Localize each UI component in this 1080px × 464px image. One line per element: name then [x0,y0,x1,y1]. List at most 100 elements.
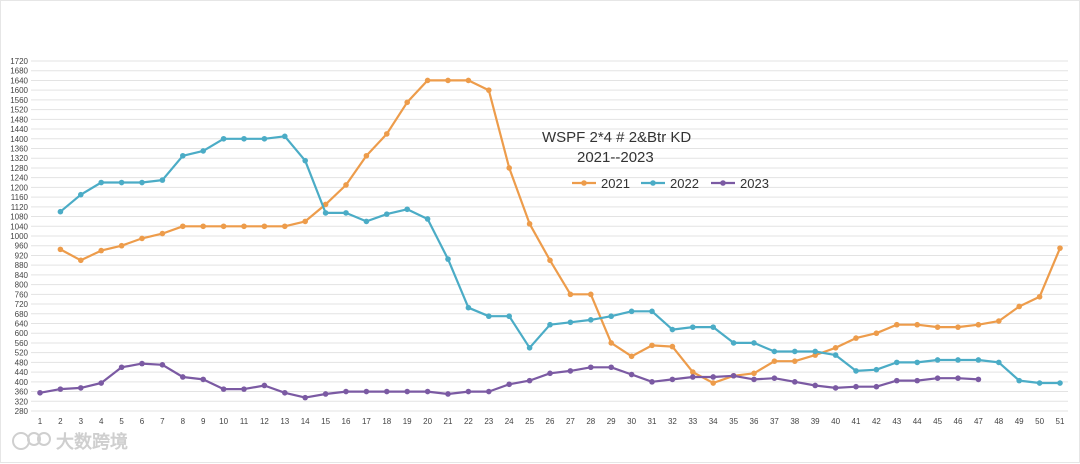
data-point [322,210,329,216]
data-point [873,330,880,337]
y-tick-label: 1240 [10,174,28,183]
x-tick-label: 41 [852,417,861,426]
legend-item-2021: 2021 [572,176,630,191]
data-point [730,340,737,346]
y-tick-label: 760 [15,290,29,299]
x-tick-label: 42 [872,417,881,426]
data-point [669,376,676,383]
data-point [261,135,268,142]
data-point [465,304,472,311]
y-tick-label: 360 [15,388,29,397]
series-group [37,77,1063,401]
data-point [1016,377,1022,384]
data-point [57,246,64,253]
data-point [445,77,451,84]
data-point [690,374,696,380]
x-tick-label: 51 [1056,417,1065,426]
data-point [220,223,227,230]
data-point [710,380,716,386]
series-2022 [57,133,1063,386]
data-point [78,191,84,198]
y-tick-label: 1480 [10,115,28,124]
data-point [873,383,880,390]
y-tick-label: 920 [15,251,29,260]
data-point [771,375,778,381]
x-tick-label: 36 [750,417,759,426]
x-tick-label: 16 [342,417,351,426]
y-tick-label: 440 [15,368,29,377]
data-point [302,394,309,401]
data-point [751,376,757,383]
x-tick-label: 18 [382,417,391,426]
data-point [465,388,472,395]
data-point [975,357,982,363]
data-point [159,177,166,183]
y-axis: 2803203604004404805205606006406807207608… [10,57,28,416]
data-point [118,179,125,186]
data-point [180,374,186,380]
watermark-text: 大数跨境 [56,431,128,453]
data-point [139,235,145,242]
y-tick-label: 1560 [10,96,28,105]
data-point [424,388,431,395]
data-point [526,221,533,227]
data-point [200,376,206,383]
data-point [220,135,227,142]
y-tick-label: 520 [15,349,29,358]
data-point [261,223,268,230]
series-2021 [57,77,1063,386]
y-tick-label: 1000 [10,232,28,241]
series-line-2023 [39,362,979,399]
data-point [241,135,247,142]
x-tick-label: 4 [99,417,104,426]
data-point [710,374,716,380]
data-point [200,223,206,230]
data-point [832,345,839,351]
data-point [282,133,288,140]
data-point [118,242,125,249]
x-tick-label: 27 [566,417,575,426]
watermark-logo-icon [12,432,51,450]
data-point [588,364,594,371]
data-point [1036,380,1043,386]
data-point [98,380,104,386]
data-point [771,358,778,364]
x-tick-label: 37 [770,417,779,426]
data-point [465,77,472,84]
y-tick-label: 1080 [10,213,28,222]
x-tick-label: 17 [362,417,371,426]
data-point [832,352,839,358]
data-point [628,308,635,315]
data-point [506,165,512,171]
data-point [159,230,166,237]
y-tick-label: 1400 [10,135,28,144]
y-tick-label: 1040 [10,222,28,231]
y-tick-label: 1320 [10,154,28,163]
data-point [343,388,349,395]
data-point [404,99,411,106]
data-point [302,157,309,164]
data-point [649,379,655,385]
x-tick-label: 9 [201,417,206,426]
data-point [404,388,411,395]
x-tick-label: 22 [464,417,473,426]
legend-label: 2021 [601,176,630,191]
data-point [363,218,370,225]
x-tick-label: 21 [444,417,453,426]
data-point [914,359,920,366]
data-point [200,148,206,154]
data-point [710,324,716,330]
x-tick-label: 13 [280,417,289,426]
data-point [57,386,64,392]
legend-marker [581,180,587,186]
y-tick-label: 640 [15,320,29,329]
data-point [873,366,880,373]
data-point [608,313,614,320]
data-point [792,379,798,385]
data-point [975,321,982,328]
data-point [894,377,900,384]
data-point [241,223,247,230]
data-point [955,375,961,381]
data-point [241,386,247,392]
x-tick-label: 23 [484,417,493,426]
